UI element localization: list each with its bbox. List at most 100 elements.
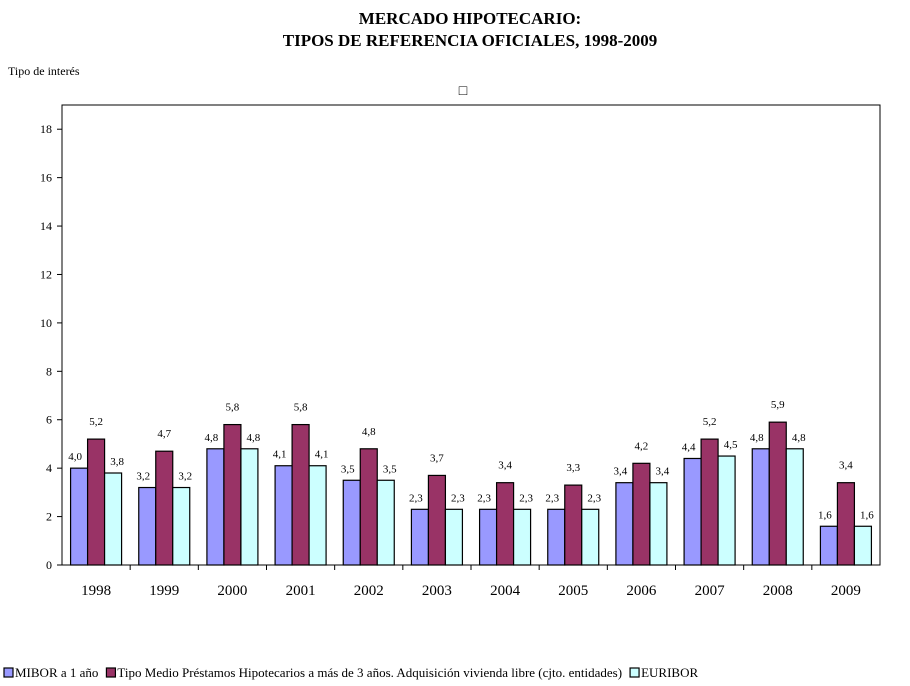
x-tick-label: 1998 [81, 583, 111, 599]
y-tick-label: 2 [46, 510, 52, 524]
bar [359, 448, 378, 566]
bar [69, 467, 89, 566]
y-axis-label: Tipo de interés [8, 64, 80, 78]
value-label: 3,5 [341, 463, 355, 475]
bar [683, 457, 702, 566]
x-tick-label: 2000 [217, 583, 247, 599]
bar [581, 508, 600, 566]
value-label: 3,8 [110, 456, 124, 468]
bar [836, 482, 856, 566]
bar [632, 462, 651, 566]
y-tick-label: 16 [40, 171, 52, 185]
bar [291, 423, 310, 566]
value-label: 3,4 [839, 460, 853, 472]
legend-swatch [105, 667, 117, 678]
bar [103, 472, 123, 566]
value-label: 4,1 [315, 449, 329, 461]
value-label: 5,2 [89, 416, 103, 428]
bar [512, 508, 532, 566]
bar [785, 448, 804, 566]
bar [615, 482, 634, 566]
x-tick-label: 2006 [626, 583, 657, 599]
value-label: 5,8 [294, 402, 308, 414]
value-label: 4,7 [157, 428, 171, 440]
value-label: 5,8 [226, 402, 240, 414]
value-label: 4,2 [635, 440, 649, 452]
y-tick-label: 12 [40, 267, 52, 281]
y-tick-label: 0 [46, 558, 52, 572]
value-label: 3,3 [566, 462, 580, 474]
value-label: 3,2 [136, 471, 150, 483]
value-label: 2,3 [519, 492, 533, 504]
value-label: 4,8 [362, 426, 376, 438]
y-tick-label: 10 [40, 316, 52, 330]
x-tick-label: 2004 [490, 583, 521, 599]
legend-label: EURIBOR [641, 665, 698, 680]
bar [495, 482, 515, 566]
bar [751, 448, 770, 566]
value-label: 2,3 [545, 492, 559, 504]
bar [342, 479, 361, 566]
bar [717, 455, 736, 566]
value-label: 4,8 [247, 432, 261, 444]
bar [138, 486, 157, 566]
value-label: 2,3 [451, 492, 465, 504]
value-label: 4,8 [750, 432, 764, 444]
chart-subtitle: □ [459, 84, 468, 99]
value-label: 1,6 [818, 509, 832, 521]
value-label: 5,9 [771, 399, 785, 411]
value-label: 1,6 [860, 509, 874, 521]
value-label: 3,4 [656, 466, 670, 478]
legend-label: Tipo Medio Préstamos Hipotecarios a más … [117, 665, 622, 680]
value-label: 3,4 [614, 466, 628, 478]
bar [564, 484, 583, 566]
bar [308, 465, 327, 566]
bar [376, 479, 395, 566]
bar [155, 450, 174, 566]
x-tick-label: 2008 [763, 583, 793, 599]
bar [206, 448, 225, 566]
bar [444, 508, 464, 566]
bar [819, 525, 839, 566]
value-label: 4,4 [682, 441, 696, 453]
chart-title: MERCADO HIPOTECARIO: [359, 9, 581, 28]
value-label: 2,3 [409, 492, 423, 504]
value-label: 3,2 [178, 471, 192, 483]
x-tick-label: 2003 [422, 583, 452, 599]
value-label: 4,8 [792, 432, 806, 444]
value-label: 3,4 [498, 460, 512, 472]
value-label: 2,3 [587, 492, 601, 504]
x-tick-label: 2005 [558, 583, 588, 599]
bar [649, 482, 668, 566]
y-tick-label: 4 [46, 461, 52, 475]
x-tick-label: 2007 [695, 583, 726, 599]
bar [853, 525, 873, 566]
bar [172, 486, 191, 566]
legend-label: MIBOR a 1 año [15, 665, 98, 680]
y-tick-label: 18 [40, 122, 52, 136]
value-label: 4,8 [205, 432, 219, 444]
bar [547, 508, 566, 566]
x-tick-label: 1999 [149, 583, 179, 599]
bar [700, 438, 719, 566]
value-label: 3,5 [383, 463, 397, 475]
x-tick-label: 2009 [831, 583, 861, 599]
value-label: 5,2 [703, 416, 717, 428]
bar [86, 438, 106, 566]
value-label: 4,5 [724, 439, 738, 451]
value-label: 4,1 [273, 449, 287, 461]
value-label: 3,7 [430, 452, 444, 464]
value-label: 2,3 [477, 492, 491, 504]
bar [240, 448, 259, 566]
y-tick-label: 14 [40, 219, 52, 233]
bar [223, 423, 242, 566]
y-tick-label: 8 [46, 364, 52, 378]
legend-swatch [3, 667, 14, 678]
bar [410, 508, 430, 566]
x-tick-label: 2002 [354, 583, 384, 599]
legend-swatch [629, 667, 640, 678]
bar [478, 508, 498, 566]
chart-title: TIPOS DE REFERENCIA OFICIALES, 1998-2009 [283, 31, 658, 50]
